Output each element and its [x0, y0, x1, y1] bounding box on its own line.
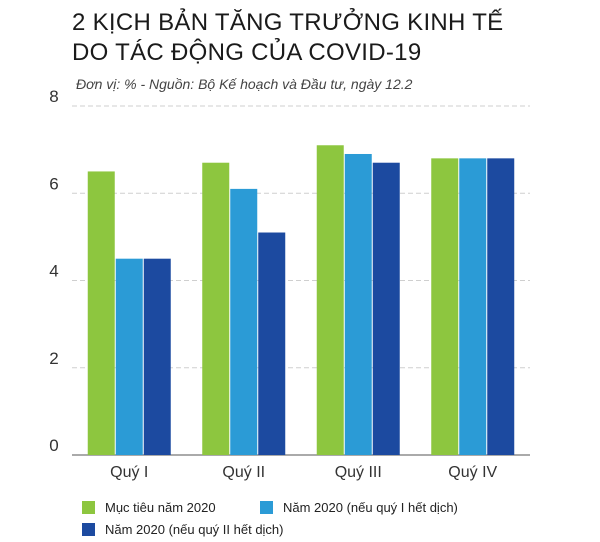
legend-item-target: Mục tiêu năm 2020	[82, 500, 216, 515]
chart-title-line-1: 2 KỊCH BẢN TĂNG TRƯỞNG KINH TẾ	[72, 9, 504, 36]
bar-1-series-3	[143, 258, 171, 455]
bar-1-series-1	[87, 171, 115, 455]
chart-title-line-2: DO TÁC ĐỘNG CỦA COVID-19	[72, 39, 422, 66]
y-tick-label-6: 6	[49, 174, 58, 193]
y-tick-label-4: 4	[49, 262, 58, 281]
chart-subtitle: Đơn vị: % - Nguồn: Bộ Kế hoạch và Đầu tư…	[76, 76, 413, 92]
x-tick-label-2: Quý II	[222, 464, 265, 481]
legend-swatch-q1-recovery	[260, 501, 273, 514]
bar-3-series-3	[372, 162, 400, 455]
bar-2-series-1	[202, 162, 230, 455]
chart-title: 2 KỊCH BẢN TĂNG TRƯỞNG KINH TẾ DO TÁC ĐỘ…	[72, 8, 503, 68]
legend-swatch-q2-recovery	[82, 523, 95, 536]
bar-3-series-1	[316, 145, 344, 455]
bar-4-series-1	[431, 158, 459, 455]
legend-swatch-target	[82, 501, 95, 514]
bar-4-series-2	[459, 158, 487, 455]
bar-2-series-3	[258, 232, 286, 455]
x-tick-label-4: Quý IV	[448, 464, 497, 481]
legend-label-q2-recovery: Năm 2020 (nếu quý II hết dịch)	[105, 522, 284, 537]
x-tick-label-1: Quý I	[110, 464, 148, 481]
bar-4-series-3	[487, 158, 515, 455]
legend-label-q1-recovery: Năm 2020 (nếu quý I hết dịch)	[283, 500, 458, 515]
legend-item-q2-recovery: Năm 2020 (nếu quý II hết dịch)	[82, 522, 284, 537]
y-tick-label-2: 2	[49, 349, 58, 368]
legend-label-target: Mục tiêu năm 2020	[105, 500, 216, 515]
legend-item-q1-recovery: Năm 2020 (nếu quý I hết dịch)	[260, 500, 458, 515]
x-tick-label-3: Quý III	[335, 464, 382, 481]
y-tick-label-0: 0	[49, 436, 58, 455]
bar-1-series-2	[115, 258, 143, 455]
bar-3-series-2	[344, 153, 372, 456]
bar-2-series-2	[230, 188, 258, 455]
y-tick-label-8: 8	[49, 87, 58, 106]
